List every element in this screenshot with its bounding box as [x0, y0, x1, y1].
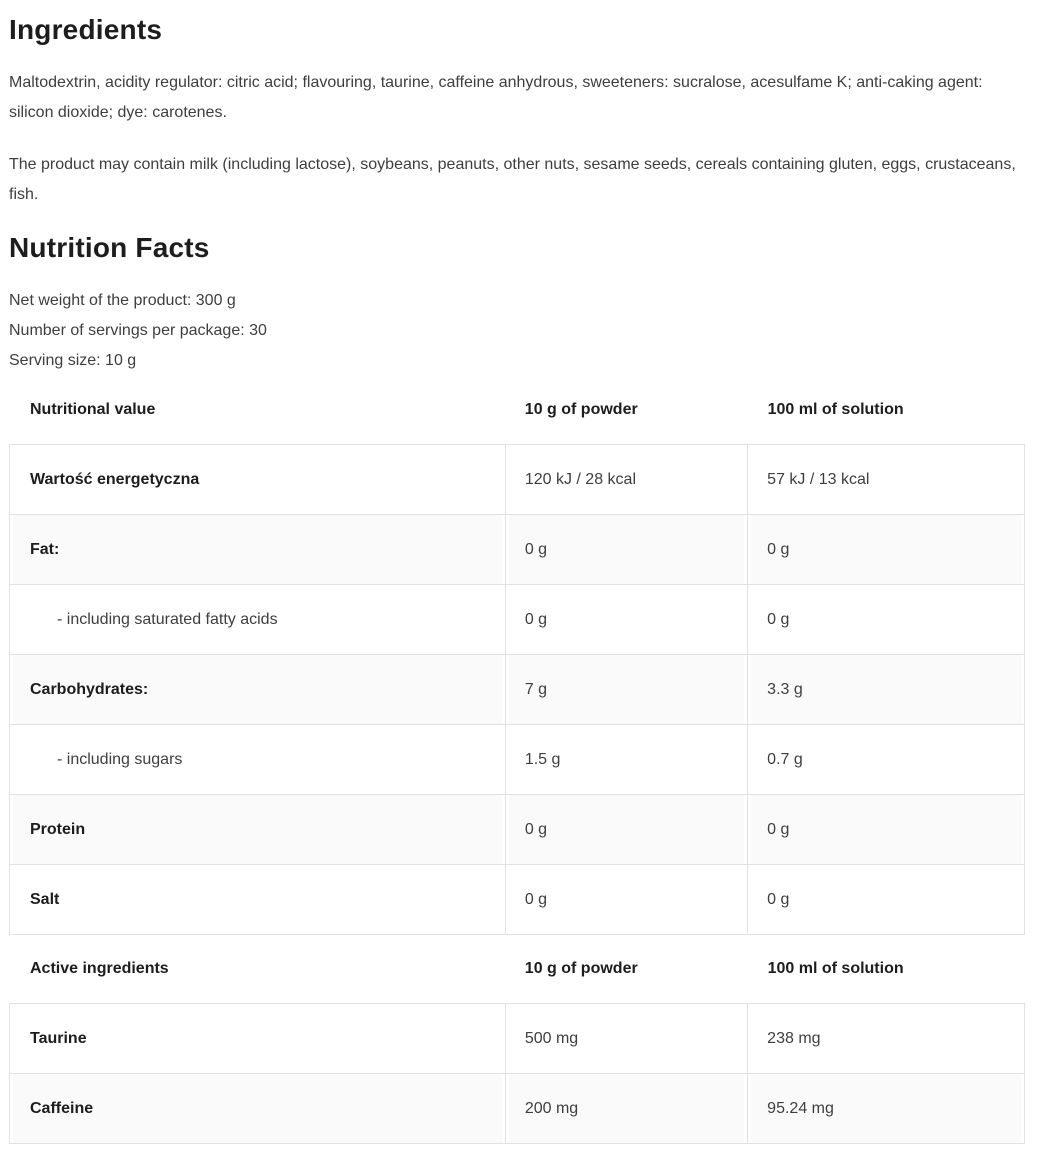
row-value-per-10g: 0 g	[504, 795, 748, 864]
row-value-per-100ml: 238 mg	[747, 1004, 1024, 1073]
table-row: Taurine 500 mg 238 mg	[10, 1003, 1024, 1073]
table-row: Protein 0 g 0 g	[10, 794, 1024, 864]
table-row: Salt 0 g 0 g	[10, 864, 1024, 934]
ingredients-heading: Ingredients	[9, 14, 163, 45]
row-value-per-100ml: 0 g	[747, 795, 1024, 864]
row-label: Caffeine	[10, 1074, 505, 1143]
row-value-per-100ml: 0.7 g	[747, 725, 1024, 794]
table-row: - including sugars 1.5 g 0.7 g	[10, 724, 1024, 794]
row-value-per-10g: 200 mg	[504, 1074, 748, 1143]
row-value-per-10g: 120 kJ / 28 kcal	[504, 445, 748, 514]
powder-column-header: 10 g of powder	[524, 401, 638, 418]
serving-size-text: Serving size: 10 g	[9, 352, 137, 369]
row-label: Salt	[10, 865, 505, 934]
nutrition-meta-block: Net weight of the product: 300 g Number …	[9, 286, 1025, 376]
row-value-per-10g: 0 g	[504, 515, 748, 584]
row-value-per-100ml: 0 g	[747, 585, 1024, 654]
solution-column-header: 100 ml of solution	[767, 960, 904, 977]
active-ingredients-table: Taurine 500 mg 238 mg Caffeine 200 mg 95…	[9, 1003, 1025, 1144]
row-label: Carbohydrates:	[10, 655, 505, 724]
table-row: Carbohydrates: 7 g 3.3 g	[10, 654, 1024, 724]
active-ingredients-column-header: Active ingredients	[30, 960, 169, 977]
product-details-section: Ingredients Maltodextrin, acidity regula…	[9, 14, 1025, 1144]
row-value-per-10g: 1.5 g	[504, 725, 748, 794]
nutrition-table-header: Nutritional value 10 g of powder 100 ml …	[9, 376, 1025, 444]
nutrition-table: Wartość energetyczna 120 kJ / 28 kcal 57…	[9, 444, 1025, 935]
row-label: Protein	[10, 795, 505, 864]
row-value-per-100ml: 57 kJ / 13 kcal	[747, 445, 1024, 514]
table-row: Caffeine 200 mg 95.24 mg	[10, 1073, 1024, 1143]
active-ingredients-table-header: Active ingredients 10 g of powder 100 ml…	[9, 935, 1025, 1003]
net-weight-text: Net weight of the product: 300 g	[9, 292, 236, 309]
row-value-per-100ml: 95.24 mg	[747, 1074, 1024, 1143]
row-value-per-100ml: 3.3 g	[747, 655, 1024, 724]
table-row: Wartość energetyczna 120 kJ / 28 kcal 57…	[10, 444, 1024, 514]
row-label: Fat:	[10, 515, 505, 584]
table-row: - including saturated fatty acids 0 g 0 …	[10, 584, 1024, 654]
row-value-per-10g: 0 g	[504, 865, 748, 934]
allergen-info-text: The product may contain milk (including …	[9, 156, 1016, 203]
row-value-per-100ml: 0 g	[747, 515, 1024, 584]
row-label: Taurine	[10, 1004, 505, 1073]
solution-column-header: 100 ml of solution	[767, 401, 904, 418]
row-value-per-10g: 0 g	[504, 585, 748, 654]
row-label: - including saturated fatty acids	[10, 585, 505, 654]
ingredients-composition-text: Maltodextrin, acidity regulator: citric …	[9, 74, 983, 121]
row-value-per-10g: 500 mg	[504, 1004, 748, 1073]
row-value-per-10g: 7 g	[504, 655, 748, 724]
row-value-per-100ml: 0 g	[747, 865, 1024, 934]
row-label: Wartość energetyczna	[10, 445, 505, 514]
nutritional-value-column-header: Nutritional value	[30, 401, 156, 418]
table-row: Fat: 0 g 0 g	[10, 514, 1024, 584]
row-label: - including sugars	[10, 725, 505, 794]
powder-column-header: 10 g of powder	[524, 960, 638, 977]
servings-count-text: Number of servings per package: 30	[9, 322, 267, 339]
nutrition-facts-heading: Nutrition Facts	[9, 232, 210, 263]
